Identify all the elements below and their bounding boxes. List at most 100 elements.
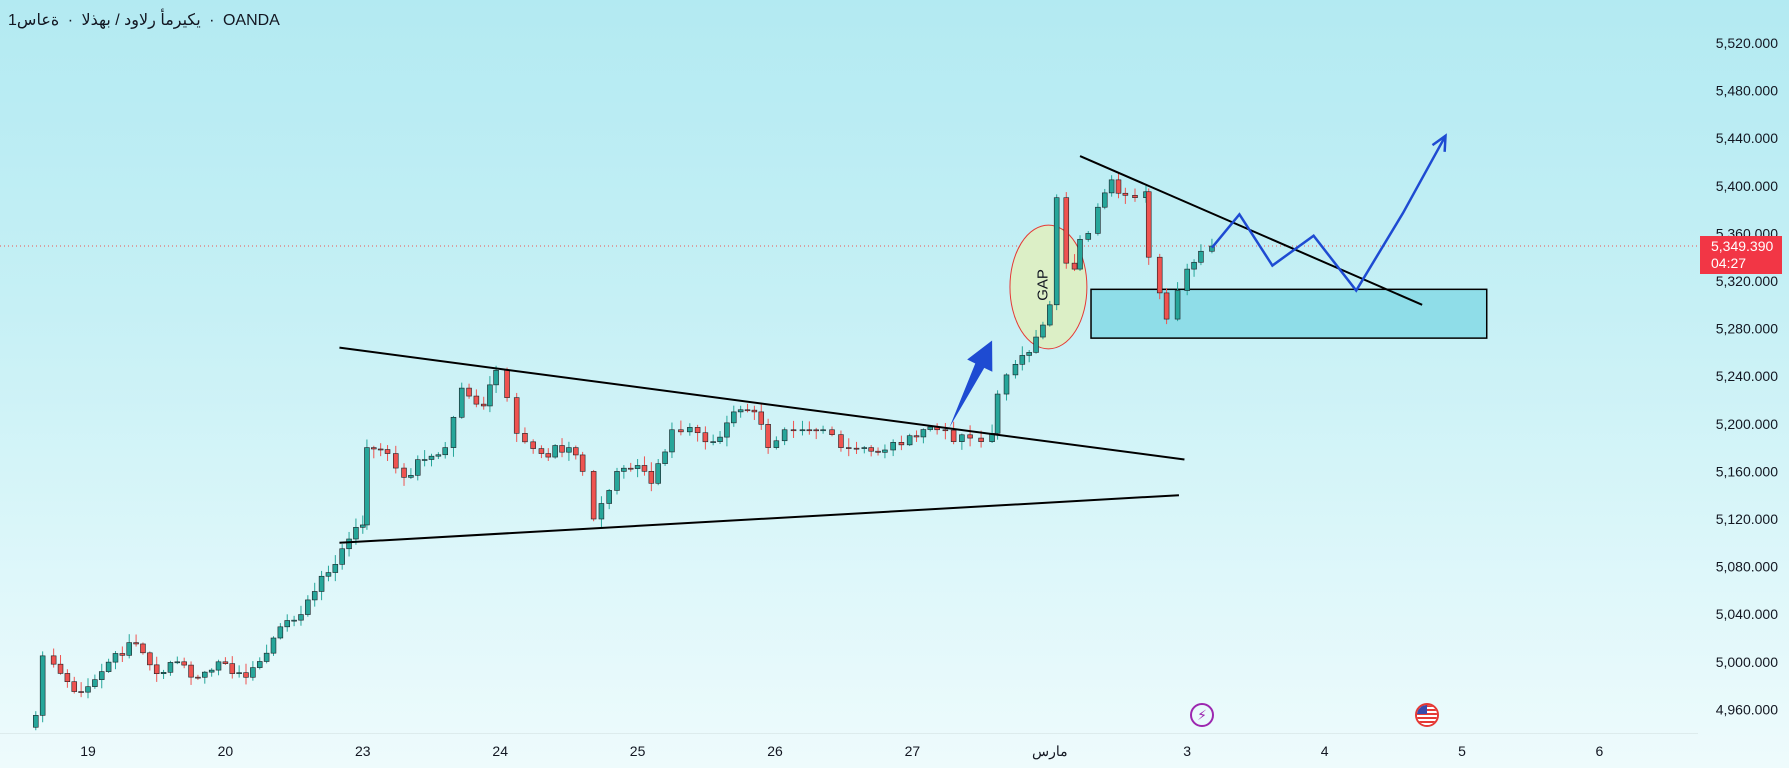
candle-body	[1033, 336, 1039, 353]
x-tick-label: 5	[1458, 743, 1466, 759]
candle-body	[627, 467, 634, 470]
candle-body	[799, 429, 806, 432]
candle-body	[92, 679, 98, 687]
candle-body	[401, 467, 407, 478]
candle-body	[590, 471, 597, 520]
projection-path	[1210, 135, 1447, 293]
candle-body	[202, 671, 208, 678]
candle-body	[882, 449, 888, 453]
candle-body	[898, 442, 905, 446]
candle-body	[781, 429, 788, 442]
candle-body	[1102, 192, 1108, 208]
y-tick-label: 5,160.000	[1716, 463, 1778, 479]
candle-body	[236, 672, 242, 674]
candle-body	[442, 447, 448, 456]
candle-body	[311, 591, 318, 601]
x-tick-label: 27	[905, 743, 921, 759]
candle-body	[360, 524, 366, 528]
y-tick-label: 5,400.000	[1716, 178, 1778, 194]
candle-body	[813, 429, 819, 432]
candle-body	[1095, 206, 1101, 234]
descending-trendline	[339, 346, 1185, 461]
candle-body	[927, 426, 934, 430]
candle-body	[994, 393, 1001, 434]
candle-body	[522, 433, 528, 443]
candle-body	[806, 429, 813, 432]
chart-header: يكيرمأ رلاود / بهذلا · ةعاس1 · OANDA	[8, 12, 280, 29]
candle-body	[71, 681, 78, 692]
candle-body	[950, 429, 957, 442]
candle-body	[621, 467, 627, 472]
candle-body	[147, 652, 153, 666]
candle-body	[291, 619, 297, 622]
candle-body	[959, 434, 965, 442]
candle-body	[371, 447, 377, 450]
candle-body	[167, 662, 174, 673]
candle-body	[466, 387, 472, 397]
candle-body	[906, 435, 913, 446]
x-axis-divider	[0, 733, 1698, 734]
x-tick-label: 4	[1321, 743, 1329, 759]
breakout-arrow	[949, 340, 993, 428]
candle-body	[263, 652, 270, 662]
candle-body	[1077, 239, 1083, 270]
x-tick-label: 24	[492, 743, 508, 759]
candle-body	[229, 663, 236, 674]
candle-body	[845, 447, 852, 449]
candle-body	[579, 454, 586, 472]
candle-body	[875, 450, 881, 453]
candle-body	[765, 424, 771, 448]
broker-label: OANDA	[222, 12, 280, 29]
candle-body	[1174, 290, 1181, 320]
projection-arrowhead	[1431, 133, 1447, 152]
candle-body	[724, 422, 730, 438]
candle-body	[913, 435, 920, 438]
candle-body	[50, 655, 57, 665]
candle-body	[78, 691, 84, 693]
candle-body	[346, 538, 352, 550]
candle-body	[790, 429, 797, 432]
support-zone	[1090, 288, 1488, 339]
candle-body	[318, 575, 325, 592]
candle-body	[758, 411, 765, 425]
candle-body	[1115, 179, 1122, 194]
candle-body	[140, 643, 146, 654]
candle-body	[250, 667, 256, 678]
lightning-icon[interactable]: ⚡	[1190, 703, 1214, 727]
candle-body	[737, 409, 744, 413]
candle-body	[504, 369, 510, 398]
candle-body	[687, 427, 693, 433]
candle-body	[1108, 179, 1115, 194]
candle-body	[98, 671, 105, 680]
symbol-description: يكيرمأ رلاود / بهذلا	[81, 12, 201, 29]
candle-body	[126, 642, 132, 656]
candle-body	[1026, 352, 1032, 356]
candle-body	[710, 441, 716, 443]
candle-body	[838, 434, 844, 448]
x-tick-label: 20	[218, 743, 234, 759]
candle-body	[195, 676, 201, 679]
bar-countdown: 04:27	[1711, 255, 1747, 271]
candle-body	[305, 599, 311, 615]
candle-body	[119, 653, 126, 656]
candle-body	[188, 664, 194, 678]
us-flag-icon[interactable]	[1415, 703, 1439, 727]
candle-body	[1085, 233, 1092, 240]
candle-body	[85, 686, 91, 693]
candle-body	[1198, 250, 1204, 263]
candle-body	[1040, 324, 1046, 338]
candle-body	[598, 503, 605, 520]
timeframe-label: ةعاس1	[8, 12, 60, 29]
candle-body	[545, 453, 552, 458]
candle-body	[450, 416, 457, 448]
candle-body	[174, 661, 181, 664]
candle-body	[277, 626, 284, 639]
candle-body	[33, 715, 39, 728]
y-tick-label: 5,040.000	[1716, 606, 1778, 622]
candle-body	[153, 664, 160, 675]
candle-body	[243, 672, 249, 678]
candle-body	[552, 445, 558, 458]
candle-body	[222, 661, 229, 664]
candle-body	[751, 409, 758, 413]
